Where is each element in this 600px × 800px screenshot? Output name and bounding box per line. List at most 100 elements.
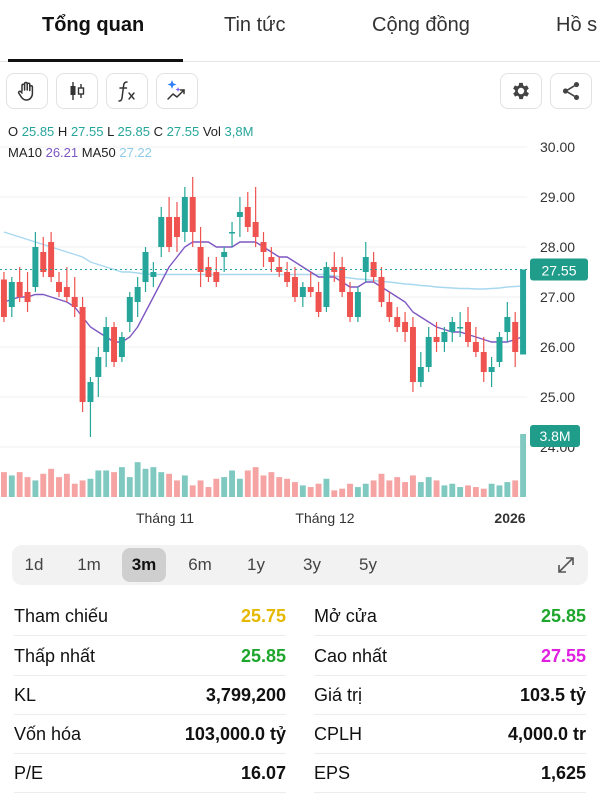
hand-tool-button[interactable] bbox=[6, 73, 48, 109]
volume-bar bbox=[394, 477, 401, 497]
last-volume-tag bbox=[530, 425, 580, 447]
range-6m-button[interactable]: 6m bbox=[188, 555, 212, 574]
range-1y-button[interactable]: 1y bbox=[247, 555, 265, 574]
volume-bar bbox=[71, 483, 78, 497]
stat-value: 25.75 bbox=[240, 606, 286, 626]
volume-bar bbox=[118, 467, 125, 497]
candle-body bbox=[166, 217, 173, 247]
tab-overview[interactable]: Tổng quan bbox=[42, 14, 145, 36]
volume-bar bbox=[252, 467, 259, 497]
candle-body bbox=[339, 267, 346, 292]
volume-bar bbox=[417, 482, 424, 497]
candle-body bbox=[173, 217, 180, 237]
range-3m-button[interactable]: 3m bbox=[122, 548, 166, 582]
last-price-tag bbox=[530, 258, 588, 281]
tab-community[interactable]: Cộng đồng bbox=[372, 14, 470, 36]
volume-bar bbox=[331, 490, 338, 497]
stat-label: CPLH bbox=[314, 724, 363, 744]
ma10-label: MA10 bbox=[8, 145, 42, 160]
ai-analysis-button[interactable] bbox=[156, 73, 198, 109]
function-fx-icon bbox=[118, 81, 135, 102]
volume-bar bbox=[166, 473, 173, 497]
stat-low-price: Thấp nhất 25.85 bbox=[14, 638, 286, 676]
ma50-label: MA50 bbox=[81, 145, 116, 160]
volume-bar bbox=[449, 483, 456, 497]
volume-bar bbox=[181, 475, 188, 497]
volume-bar bbox=[134, 462, 141, 497]
stat-label: Thấp nhất bbox=[14, 646, 96, 666]
candle-body bbox=[307, 287, 314, 292]
ma10-value: 26.21 bbox=[45, 145, 79, 160]
candle-body bbox=[189, 197, 196, 232]
volume-bar bbox=[370, 480, 377, 497]
range-3y-button[interactable]: 3y bbox=[303, 555, 321, 574]
candle-body bbox=[48, 242, 55, 277]
indicator-button[interactable] bbox=[106, 73, 148, 109]
chart-settings-button[interactable] bbox=[500, 73, 542, 109]
candle-body bbox=[409, 327, 416, 382]
tab-profile[interactable]: Hồ s bbox=[556, 14, 598, 36]
candle-body bbox=[378, 277, 385, 302]
volume-bar bbox=[150, 467, 157, 497]
candle-body bbox=[465, 322, 471, 342]
candle-body bbox=[205, 267, 212, 277]
last-price-label: 27.55 bbox=[541, 263, 576, 279]
candle-body bbox=[40, 252, 47, 272]
high-value: 27.55 bbox=[70, 124, 104, 139]
volume-bar bbox=[260, 475, 267, 497]
candle-body bbox=[512, 322, 519, 352]
stat-eps: EPS 1,625 bbox=[314, 755, 586, 793]
volume-bar bbox=[307, 487, 314, 497]
range-1d-button[interactable]: 1d bbox=[24, 555, 44, 574]
volume-bar bbox=[457, 487, 464, 497]
stat-value: 3,799,200 bbox=[205, 685, 286, 705]
volume-bar bbox=[378, 473, 385, 497]
volume-bar bbox=[292, 482, 298, 497]
volume-bar bbox=[79, 480, 86, 497]
stat-label: Cao nhất bbox=[314, 646, 388, 666]
candle-body bbox=[260, 242, 267, 252]
volume-bar bbox=[213, 478, 220, 497]
volume-bar bbox=[339, 488, 346, 497]
stat-pe: P/E 16.07 bbox=[14, 755, 286, 793]
y-tick-label: 26.00 bbox=[540, 339, 575, 355]
stat-reference-price: Tham chiếu 25.75 bbox=[14, 598, 286, 636]
price-chart[interactable]: 30.0029.0028.0027.0026.0025.0024.0027.55… bbox=[0, 118, 600, 538]
candle-body bbox=[142, 252, 149, 282]
candle-body bbox=[32, 247, 39, 287]
volume-bar bbox=[32, 480, 39, 497]
volume-bar bbox=[480, 488, 487, 497]
low-label: L bbox=[107, 124, 114, 139]
volume-bar bbox=[276, 477, 283, 497]
x-tick-label: Tháng 12 bbox=[295, 510, 354, 526]
range-5y-button[interactable]: 5y bbox=[359, 555, 377, 574]
stat-trade-value: Giá trị 103.5 tỷ bbox=[314, 677, 586, 715]
candle-body bbox=[126, 297, 133, 322]
top-tab-bar: Tổng quan Tin tức Cộng đồng Hồ s bbox=[0, 0, 600, 62]
candle-body bbox=[95, 357, 102, 377]
candle-body bbox=[63, 287, 70, 297]
stat-value: 103.5 tỷ bbox=[519, 685, 586, 705]
candle-body bbox=[118, 337, 125, 357]
candle-body bbox=[181, 197, 188, 232]
share-button[interactable] bbox=[550, 73, 592, 109]
volume-bar bbox=[315, 483, 322, 497]
candle-body bbox=[362, 257, 369, 272]
candle-body bbox=[472, 342, 479, 352]
chart-type-button[interactable] bbox=[56, 73, 98, 109]
candle-body bbox=[56, 282, 62, 292]
y-tick-label: 27.00 bbox=[540, 289, 575, 305]
expand-arrows-icon[interactable] bbox=[554, 553, 578, 577]
close-label: C bbox=[153, 124, 164, 139]
x-tick-label: 2026 bbox=[494, 510, 525, 526]
candle-body bbox=[150, 272, 157, 277]
volume-bar bbox=[142, 468, 149, 497]
stat-value: 25.85 bbox=[540, 606, 586, 626]
range-1m-button[interactable]: 1m bbox=[77, 555, 101, 574]
stat-value: 16.07 bbox=[240, 763, 286, 783]
ma-legend: MA10 26.21 MA50 27.22 bbox=[8, 145, 152, 160]
stat-shares-outstanding: CPLH 4,000.0 tr bbox=[314, 716, 586, 754]
volume-bar bbox=[441, 485, 448, 497]
stat-value: 4,000.0 tr bbox=[507, 724, 586, 744]
tab-news[interactable]: Tin tức bbox=[224, 14, 286, 36]
